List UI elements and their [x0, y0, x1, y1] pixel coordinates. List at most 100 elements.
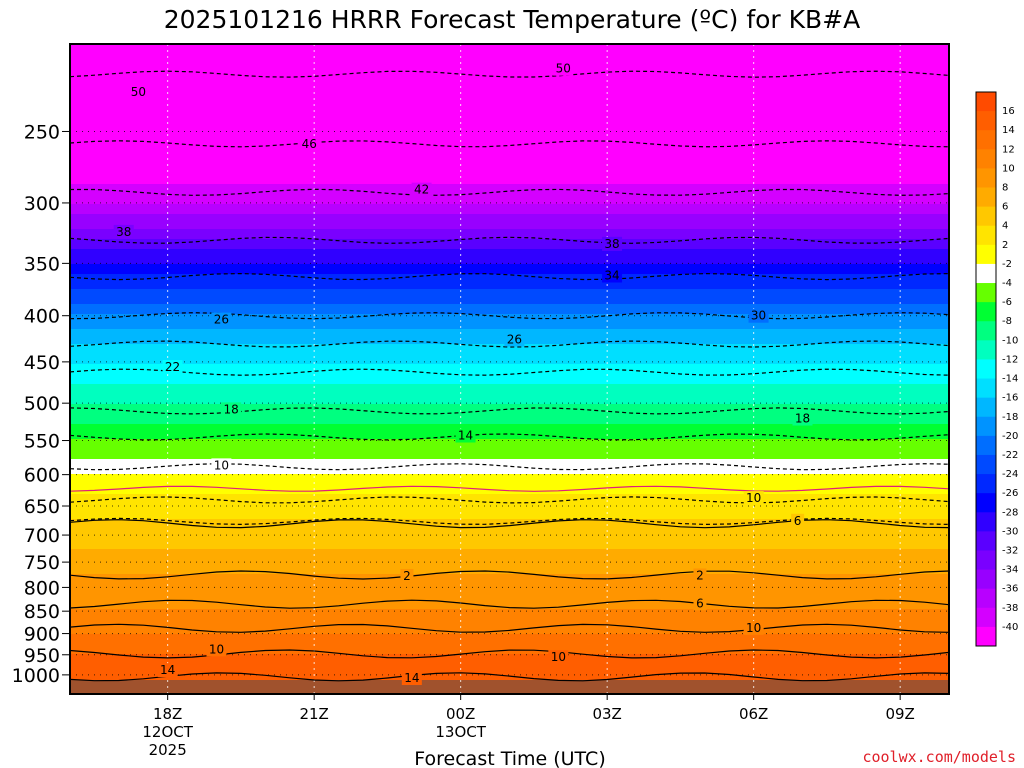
temperature-band: [70, 444, 949, 450]
temperature-band: [70, 669, 949, 675]
temperature-band: [70, 614, 949, 620]
colorbar-tick-label: -6: [1002, 297, 1012, 308]
colorbar-swatch: [976, 111, 996, 131]
chart-title: 2025101216 HRRR Forecast Temperature (ºC…: [164, 5, 861, 34]
colorbar-swatch: [976, 340, 996, 360]
colorbar-swatch: [976, 302, 996, 322]
temperature-band: [70, 314, 949, 320]
temperature-band: [70, 584, 949, 590]
temperature-band: [70, 359, 949, 365]
temperature-band: [70, 524, 949, 530]
colorbar-swatch: [976, 397, 996, 418]
contour-lines: [70, 70, 949, 682]
colorbar-tick-label: 10: [1002, 163, 1015, 174]
temperature-band: [70, 204, 949, 210]
contour-label: 26: [507, 332, 522, 346]
temperature-band: [70, 299, 949, 305]
temperature-band: [70, 504, 949, 510]
colorbar-tick-label: -20: [1002, 431, 1018, 442]
y-tick-label: 900: [24, 624, 60, 646]
colorbar-tick-label: -40: [1002, 622, 1018, 633]
colorbar-swatch: [976, 569, 996, 590]
temperature-band: [70, 574, 949, 580]
contour-label: 10: [214, 458, 229, 472]
colorbar-swatch: [976, 493, 996, 513]
colorbar-swatch: [976, 187, 996, 208]
colorbar-tick-label: 4: [1002, 221, 1008, 232]
temperature-band: [70, 294, 949, 300]
temperature-band: [70, 114, 949, 120]
x-tick-label: 03Z: [592, 705, 621, 723]
temperature-band: [70, 429, 949, 435]
x-tick-label: 06Z: [739, 705, 768, 723]
temperature-band: [70, 84, 949, 90]
temperature-band: [70, 424, 949, 430]
contour-label: 6: [696, 596, 704, 610]
contour-label: 42: [414, 183, 429, 197]
contour-label: 14: [160, 663, 175, 677]
x-tick-label: 21Z: [299, 705, 328, 723]
temperature-band: [70, 259, 949, 265]
temperature-band: [70, 664, 949, 670]
temperature-band: [70, 139, 949, 145]
temperature-band: [70, 629, 949, 635]
temperature-band: [70, 474, 949, 480]
colorbar-swatch: [976, 206, 996, 227]
temperature-band: [70, 449, 949, 455]
isotherm-contour: [70, 599, 949, 609]
temperature-band: [70, 384, 949, 390]
colorbar-swatch: [976, 416, 996, 437]
gridlines: [70, 44, 949, 694]
colorbar-tick-label: -26: [1002, 488, 1018, 499]
contour-label: 38: [116, 225, 131, 239]
contour-label-bg: [162, 360, 183, 375]
contour-label-bg: [792, 411, 813, 426]
temperature-band: [70, 214, 949, 220]
temperature-band: [70, 594, 949, 600]
contour-label-bg: [401, 670, 422, 685]
temperature-band: [70, 379, 949, 385]
colorbar-swatch: [976, 454, 996, 475]
contour-label: 10: [746, 621, 761, 635]
colorbar-tick-label: -2: [1002, 259, 1012, 270]
temperature-band: [70, 494, 949, 500]
temperature-band: [70, 49, 949, 55]
temperature-band: [70, 274, 949, 280]
contour-label: 6: [794, 514, 802, 528]
y-tick-label: 800: [24, 577, 60, 599]
temperature-band: [70, 229, 949, 235]
temperature-band: [70, 74, 949, 80]
colorbar-swatch: [976, 225, 996, 246]
y-tick-label: 700: [24, 525, 60, 547]
y-tick-label: 650: [24, 496, 60, 518]
temperature-band: [70, 639, 949, 645]
temperature-band: [70, 529, 949, 535]
temperature-band: [70, 289, 949, 295]
y-tick-label: 500: [24, 393, 60, 415]
contour-label-bg: [504, 332, 525, 347]
y-tick-label: 450: [24, 352, 60, 374]
colorbar-swatch: [976, 359, 996, 380]
colorbar-swatch: [976, 149, 996, 169]
ground-layer: [70, 680, 949, 694]
temperature-band: [70, 44, 949, 50]
temperature-band: [70, 54, 949, 60]
temperature-band: [70, 469, 949, 475]
contour-label: 14: [404, 671, 419, 685]
contour-label-bg: [221, 402, 242, 417]
contour-label-bg: [553, 61, 574, 76]
temperature-band: [70, 419, 949, 425]
temperature-band: [70, 499, 949, 505]
contour-label: 22: [165, 360, 180, 374]
temperature-band: [70, 654, 949, 660]
contour-label-bg: [113, 224, 134, 239]
temperature-band: [70, 109, 949, 115]
isotherm-contour: [70, 672, 949, 682]
temperature-band: [70, 209, 949, 215]
colorbar-tick-label: -32: [1002, 545, 1018, 556]
temperature-band: [70, 184, 949, 190]
contour-label: 18: [795, 412, 810, 426]
colorbar-tick-label: -38: [1002, 603, 1018, 614]
contour-label: 50: [556, 62, 571, 76]
